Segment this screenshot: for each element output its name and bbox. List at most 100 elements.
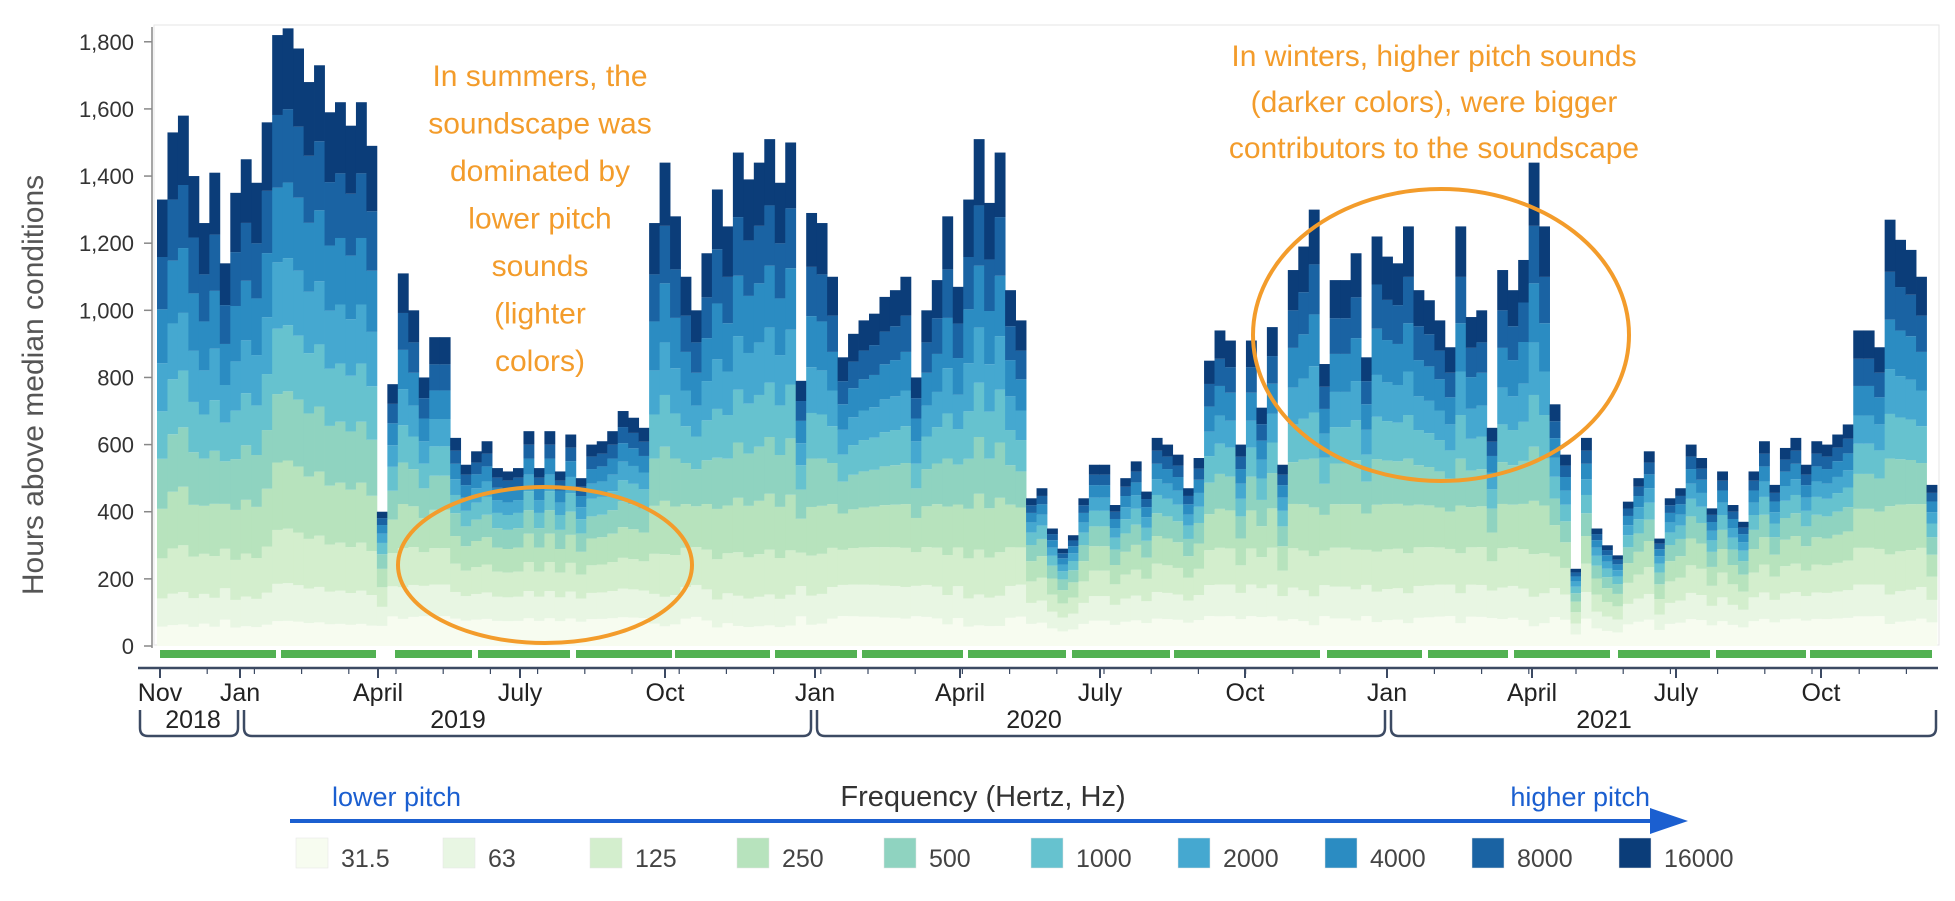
bar-segment-500 [1895, 459, 1906, 505]
bar-segment-2000 [1423, 400, 1435, 434]
bar-segment-250 [523, 533, 535, 563]
bar-segment-500 [1622, 547, 1634, 564]
bar-segment-125 [481, 564, 493, 593]
bar-segment-4000 [565, 461, 577, 477]
bar-segment-250 [1319, 514, 1331, 551]
bar-segment-500 [1518, 460, 1530, 504]
bar-segment-16000 [188, 176, 200, 238]
bar-segment-31.5 [1633, 621, 1645, 646]
bar-segment-500 [628, 504, 640, 530]
bar-segment-1000 [1413, 430, 1425, 466]
bar-segment-250 [1696, 543, 1708, 569]
bar-segment-63 [1696, 595, 1708, 621]
bar-segment-63 [806, 595, 818, 625]
bar-segment-2000 [910, 441, 922, 464]
bar-segment-125 [1706, 585, 1718, 606]
bar-segment-1000 [408, 436, 420, 470]
bar-segment-2000 [1026, 522, 1037, 533]
bar-segment-16000 [1528, 162, 1540, 226]
bar-segment-250 [638, 532, 650, 562]
bar-segment-1000 [1319, 457, 1331, 484]
bar-segment-2000 [973, 327, 985, 383]
bar-segment-1000 [523, 491, 535, 511]
bar-segment-1000 [994, 389, 1006, 443]
bar-segment-2000 [1685, 483, 1697, 499]
bar-segment-250 [167, 491, 179, 549]
bar-segment-250 [188, 504, 200, 557]
bar-segment-63 [774, 598, 786, 628]
bar-segment-4000 [1622, 515, 1634, 526]
bar-segment-500 [481, 514, 493, 538]
bar-segment-500 [209, 450, 221, 504]
bar-segment-500 [607, 510, 619, 534]
bar-segment-63 [1225, 584, 1236, 617]
bar-segment-16000 [355, 102, 367, 174]
bar-segment-4000 [1759, 466, 1770, 482]
bar-segment-4000 [188, 293, 200, 351]
bar-segment-31.5 [523, 618, 535, 646]
bar-segment-500 [1067, 570, 1079, 583]
bar-segment-63 [1675, 600, 1687, 623]
bar-segment-63 [816, 593, 828, 624]
bar-segment-16000 [1026, 498, 1037, 506]
bar-segment-2000 [523, 474, 535, 492]
bar-segment-31.5 [324, 624, 336, 646]
bar-segment-2000 [1518, 383, 1530, 422]
x-month-label: April [353, 679, 403, 707]
bar-segment-16000 [795, 380, 807, 402]
bar-segment-1000 [418, 463, 430, 489]
bar-segment-250 [1067, 582, 1079, 598]
bar-segment-16000 [1821, 444, 1833, 457]
bar-segment-8000 [429, 364, 441, 391]
bar-segment-31.5 [1047, 628, 1058, 646]
bar-segment-500 [157, 458, 168, 509]
bar-segment-125 [1612, 606, 1624, 620]
bar-segment-2000 [1225, 420, 1236, 448]
bar-segment-31.5 [1308, 625, 1320, 646]
bar-segment-250 [450, 536, 462, 564]
bar-segment-2000 [177, 312, 189, 371]
bar-segment-2000 [1706, 530, 1718, 541]
bar-segment-1000 [1141, 527, 1153, 541]
bar-segment-1000 [617, 480, 629, 502]
bar-segment-63 [1528, 596, 1540, 627]
bar-segment-63 [649, 593, 660, 624]
bar-segment-16000 [1539, 226, 1550, 277]
bar-segment-8000 [1015, 350, 1027, 380]
bar-segment-8000 [586, 456, 598, 470]
bar-segment-250 [1675, 556, 1687, 578]
bar-segment-4000 [638, 455, 650, 473]
bar-segment-250 [753, 500, 765, 555]
bar-segment-1000 [1549, 476, 1561, 499]
bar-segment-31.5 [513, 620, 524, 646]
bar-segment-63 [785, 594, 797, 626]
bar-segment-4000 [1811, 466, 1823, 482]
bar-segment-8000 [439, 364, 451, 391]
bar-segment-125 [628, 559, 640, 590]
bar-segment-31.5 [670, 624, 681, 646]
bar-segment-1000 [1842, 487, 1854, 508]
bar-segment-63 [1245, 584, 1257, 617]
bar-segment-31.5 [1371, 622, 1383, 646]
legend-label: 16000 [1664, 845, 1734, 873]
bar-segment-125 [1361, 549, 1372, 585]
bar-segment-125 [1392, 548, 1404, 589]
bar-segment-1000 [1465, 438, 1477, 471]
bar-segment-500 [806, 458, 818, 507]
bar-segment-1000 [1455, 415, 1467, 459]
bar-segment-500 [230, 459, 242, 510]
bar-segment-500 [743, 453, 755, 506]
bar-segment-16000 [1361, 357, 1372, 382]
bar-segment-1000 [942, 413, 954, 459]
bar-segment-250 [1444, 511, 1456, 549]
bar-segment-63 [1329, 586, 1341, 619]
bar-segment-125 [785, 550, 797, 595]
bar-segment-125 [1486, 561, 1498, 591]
bar-segment-16000 [1895, 239, 1906, 288]
bar-segment-4000 [889, 360, 901, 397]
bar-segment-2000 [492, 500, 503, 513]
bar-segment-2000 [1633, 507, 1645, 520]
bar-segment-31.5 [251, 627, 263, 646]
bar-segment-1000 [659, 394, 671, 447]
bar-segment-125 [1183, 577, 1194, 601]
